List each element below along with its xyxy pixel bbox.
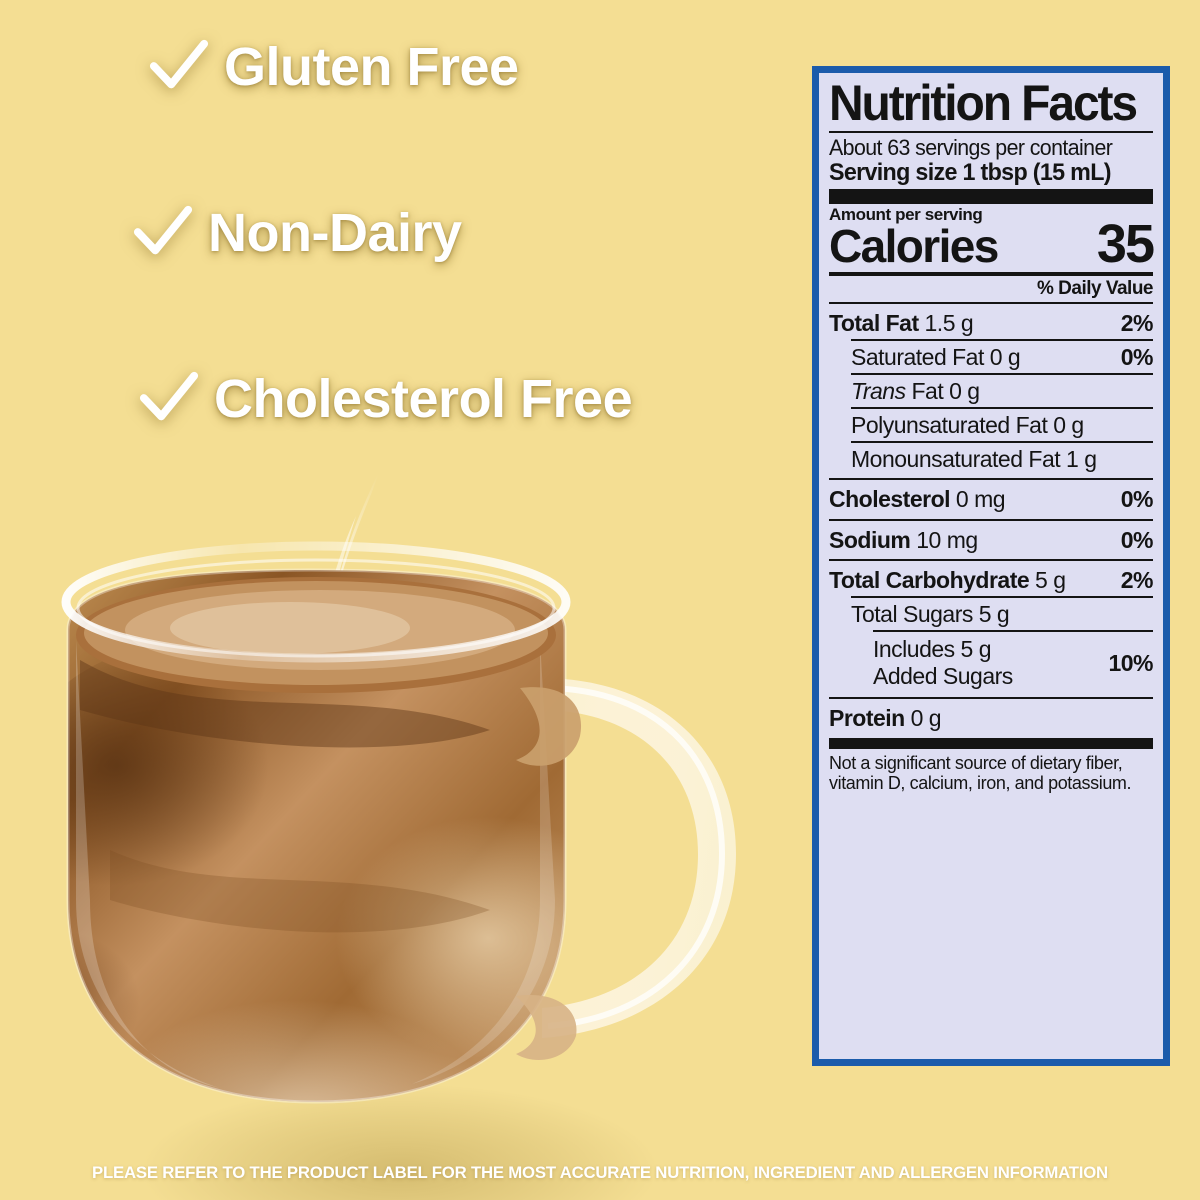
table-row: Total Sugars 5 g: [829, 598, 1153, 630]
divider: [829, 301, 1153, 304]
divider: [829, 271, 1153, 276]
claim-gluten-free: Gluten Free: [148, 36, 519, 98]
servings-per-container: About 63 servings per container: [829, 135, 1113, 160]
divider: [829, 518, 1153, 521]
mug-body: [61, 541, 571, 1104]
nutrient-dv: 10%: [1108, 649, 1153, 676]
nutrient-name: Includes 5 g Added Sugars: [873, 635, 1013, 690]
divider: [851, 595, 1153, 598]
table-row: Trans Fat 0 g: [829, 375, 1153, 407]
nutrient-dv: 0%: [1120, 486, 1154, 513]
table-row: Cholesterol 0 mg 0%: [829, 483, 1154, 515]
table-row: Monounsaturated Fat 1 g: [829, 443, 1153, 475]
table-row: Polyunsaturated Fat 0 g: [829, 409, 1153, 441]
nutrient-dv: 0%: [1120, 343, 1154, 370]
divider: [851, 338, 1153, 341]
divider: [829, 697, 1153, 700]
glass-mug-of-coffee-with-creamer: [20, 430, 800, 1140]
checkmark-icon: [132, 202, 194, 264]
amount-per-serving-label: Amount per serving: [829, 205, 983, 225]
divider: [829, 558, 1153, 561]
table-row: Sodium 10 mg 0%: [829, 524, 1154, 556]
claim-label: Cholesterol Free: [214, 369, 633, 429]
nutrient-name: Total Carbohydrate 5 g: [829, 566, 1066, 593]
divider-thick: [829, 189, 1153, 205]
claim-cholesterol-free: Cholesterol Free: [138, 368, 633, 430]
table-row: Total Carbohydrate 5 g 2%: [829, 564, 1154, 596]
divider: [851, 441, 1153, 444]
claim-label: Gluten Free: [224, 37, 519, 97]
handle-joints: [516, 687, 582, 1060]
divider: [829, 131, 1153, 133]
nutrient-name: Trans Fat 0 g: [851, 377, 980, 404]
calories-value: 35: [1096, 214, 1155, 275]
nutrition-facts-panel: Nutrition Facts About 63 servings per co…: [812, 66, 1170, 1066]
nutrient-name: Cholesterol 0 mg: [829, 486, 1006, 513]
calories-row: Calories 35: [829, 214, 1155, 275]
nutrition-footnote: Not a significant source of dietary fibe…: [829, 753, 1132, 794]
nutrient-name: Saturated Fat 0 g: [851, 343, 1021, 370]
nutrient-name: Total Fat 1.5 g: [829, 309, 974, 336]
checkmark-icon: [138, 368, 200, 430]
divider: [873, 629, 1153, 632]
mug-handle: [540, 678, 736, 1038]
nutrient-name: Monounsaturated Fat 1 g: [851, 446, 1097, 473]
nutrition-facts-title: Nutrition Facts: [829, 75, 1138, 131]
calories-label: Calories: [829, 220, 999, 273]
table-row: Saturated Fat 0 g 0%: [829, 341, 1154, 373]
table-row-added-sugars: Includes 5 g Added Sugars 10%: [829, 632, 1153, 694]
table-row: Protein 0 g: [829, 702, 1153, 734]
table-row: Total Fat 1.5 g 2%: [829, 307, 1154, 339]
claim-label: Non-Dairy: [208, 203, 462, 263]
nutrient-name: Protein 0 g: [829, 705, 942, 732]
nutrient-name: Sodium 10 mg: [829, 526, 978, 553]
checkmark-icon: [148, 36, 210, 98]
product-label-disclaimer: PLEASE REFER TO THE PRODUCT LABEL FOR TH…: [92, 1163, 1108, 1182]
divider-thick: [829, 738, 1153, 750]
daily-value-header: % Daily Value: [1036, 277, 1154, 299]
divider: [851, 407, 1153, 410]
divider: [829, 478, 1153, 481]
serving-size: Serving size 1 tbsp (15 mL): [829, 159, 1111, 187]
claim-non-dairy: Non-Dairy: [132, 202, 462, 264]
nutrient-dv: 0%: [1120, 526, 1154, 553]
nutrient-dv: 2%: [1120, 566, 1154, 593]
nutrient-name: Polyunsaturated Fat 0 g: [851, 412, 1084, 439]
nutrient-name: Total Sugars 5 g: [851, 600, 1010, 627]
divider: [851, 372, 1153, 375]
nutrient-dv: 2%: [1120, 309, 1154, 336]
